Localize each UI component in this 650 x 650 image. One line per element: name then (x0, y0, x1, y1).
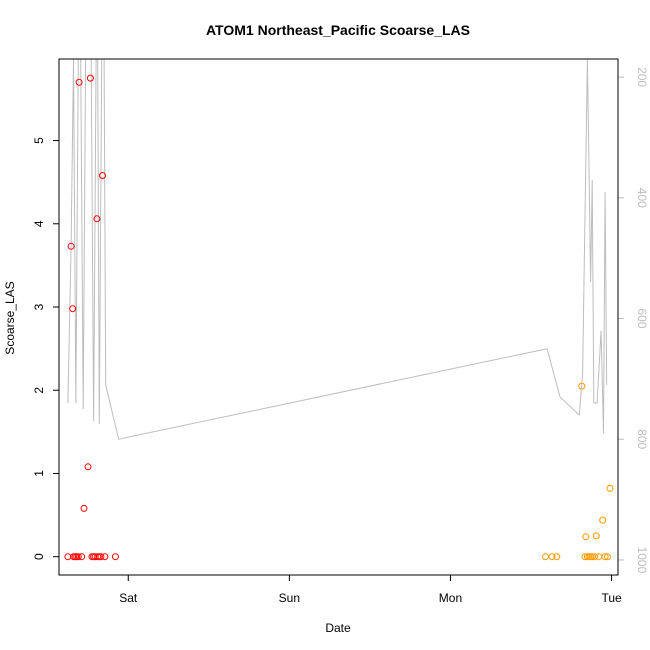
data-point-s2-10 (591, 553, 599, 561)
data-point-s1-7 (75, 78, 83, 86)
data-point-s2-3 (578, 382, 586, 390)
data-point-s1-20 (101, 553, 109, 561)
y-tick-label-0: 0 (32, 553, 46, 560)
data-point-s1-8 (78, 553, 86, 561)
x-axis-label: Date (325, 621, 351, 635)
data-point-s2-5 (582, 533, 590, 541)
y2-tick-label-4: 1000 (635, 547, 649, 574)
secondary-line-layer (67, 59, 608, 440)
data-point-s1-1 (67, 242, 75, 250)
y2-tick-label-1: 400 (635, 188, 649, 208)
data-point-s1-15 (93, 215, 101, 223)
y-axis-label: Scoarse_LAS (3, 281, 17, 354)
chart-title: ATOM1 Northeast_Pacific Scoarse_LAS (206, 22, 470, 38)
axes-layer: Sat Sun Mon Tue 0 1 2 3 4 5 200 400 600 800 1000 (32, 67, 649, 605)
data-point-s1-21 (111, 553, 119, 561)
data-point-s1-11 (86, 74, 94, 82)
data-point-s2-11 (592, 532, 600, 540)
data-point-s1-10 (84, 463, 92, 471)
data-point-s2-15 (604, 553, 611, 561)
y-tick-label-1: 1 (32, 470, 46, 477)
y-tick-label-3: 3 (32, 303, 46, 310)
y-tick-label-5: 5 (32, 137, 46, 144)
data-point-s1-6 (74, 553, 82, 561)
y2-tick-label-2: 600 (635, 308, 649, 328)
data-point-s2-12 (595, 553, 603, 561)
data-point-s1-19 (99, 172, 106, 179)
y2-tick-label-3: 800 (635, 429, 649, 449)
secondary-line (67, 59, 608, 440)
x-tick-label-2: Mon (439, 591, 462, 605)
data-point-s1-2 (69, 305, 77, 313)
points-layer (64, 74, 614, 561)
data-point-s2-0 (542, 553, 549, 561)
x-tick-label-1: Sun (279, 591, 300, 605)
data-point-s2-16 (606, 484, 614, 492)
data-point-s2-14 (601, 553, 609, 561)
data-point-s1-18 (97, 553, 105, 561)
data-point-s2-2 (553, 553, 561, 561)
data-point-s1-9 (80, 504, 88, 512)
y-tick-label-4: 4 (32, 220, 46, 227)
data-point-s2-13 (599, 516, 607, 524)
y2-tick-label-0: 200 (635, 67, 649, 87)
x-tick-label-0: Sat (119, 591, 138, 605)
data-point-s2-1 (548, 553, 556, 561)
x-tick-label-3: Tue (601, 591, 622, 605)
plot-frame (58, 58, 619, 576)
y-tick-label-2: 2 (32, 387, 46, 394)
